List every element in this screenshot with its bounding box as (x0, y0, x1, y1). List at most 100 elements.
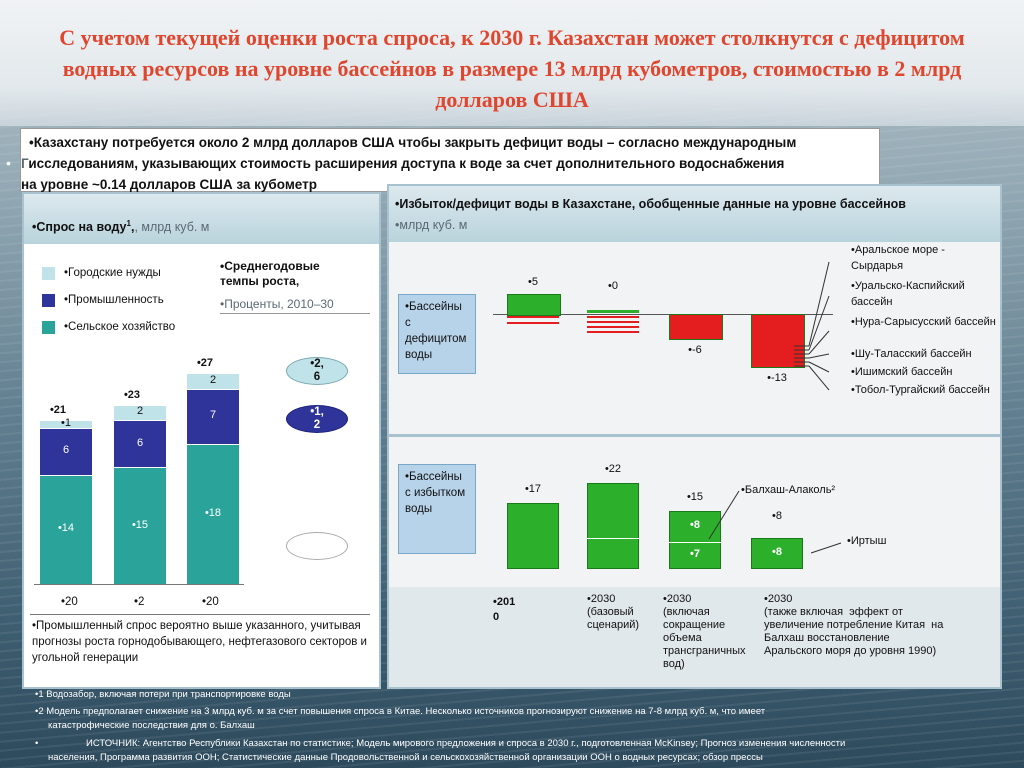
deficit-bar-0 (507, 294, 561, 316)
surplus-bar-0 (507, 502, 559, 569)
deficit-axis (493, 314, 833, 315)
basin-2: •Нура-Сарысусский бассейн (851, 316, 996, 328)
demand-label-urban-0: •1 (61, 417, 71, 430)
basin-connector-b-1 (808, 295, 830, 351)
demand-label-industry-1: 6 (136, 436, 144, 449)
annotation-irtysh: •Иртыш (847, 535, 887, 547)
category-2030-transboundary: •2030 (включая сокращение объема трансгр… (663, 593, 746, 670)
footnote-2: •2 Модель предполагает снижение на 3 млр… (35, 706, 766, 717)
basin-connector-b-3 (808, 353, 830, 359)
left-header: •Спрос на воду1,, млрд куб. м (32, 219, 210, 235)
callout-line-1: •Казахстану потребуется около 2 млрд дол… (29, 135, 797, 150)
growth-unit: •Проценты, 2010–30 (220, 297, 334, 311)
demand-label-industry-0: 6 (62, 444, 70, 457)
legend-swatch-industry (42, 294, 55, 307)
surplus-seg-2: •8 (772, 546, 782, 559)
callout-box: •Казахстану потребуется около 2 млрд дол… (20, 128, 880, 192)
demand-total-0: •21 (49, 404, 67, 417)
deficit-pos-stripe-1 (587, 310, 639, 313)
demand-label-urban-1: 2 (136, 405, 144, 418)
surplus-deficit-title: •Избыток/дефицит воды в Казахстане, обоб… (395, 197, 906, 211)
category-2010: •201 0 (493, 596, 516, 623)
surplus-panel: •Бассейны с избытком воды •17 •22 •15 •8 •8 •… (387, 435, 1002, 689)
deficit-label-3: •-13 (767, 372, 787, 384)
x-label-2010: •20 (61, 596, 78, 608)
growth-agriculture-ellipse (286, 532, 348, 560)
basin-4: •Ишимский бассейн (851, 366, 953, 378)
deficit-neg-stripe-b-0 (507, 322, 559, 324)
demand-label-agriculture-1: •15 (131, 518, 149, 531)
demand-total-2: •27 (196, 357, 214, 370)
demand-total-1: •23 (123, 388, 141, 401)
callout-line-3: на уровне ~0.14 долларов США за кубометр (21, 177, 317, 192)
deficit-group-label: •Бассейны с дефицитом воды (398, 294, 476, 374)
demand-bar-urban-2 (187, 373, 239, 389)
x-label-2020: •2 (134, 596, 145, 608)
demand-bar-industry-2 (187, 389, 239, 444)
basin-5: •Тобол-Тургайский бассейн (851, 384, 990, 396)
legend-urban: •Городские нужды (64, 267, 161, 279)
deficit-label-0: •5 (528, 276, 538, 288)
basin-connector-b-5 (808, 365, 830, 391)
callout-line-2: Гисследованиям, указывающих стоимость ра… (21, 156, 785, 171)
water-demand-panel: •Спрос на воду1,, млрд куб. м •Городские… (22, 192, 381, 689)
growth-divider (220, 313, 370, 314)
balkhash-connector (708, 490, 740, 540)
legend-swatch-agriculture (42, 321, 55, 334)
demand-bar-agriculture-0 (40, 474, 92, 584)
category-band (389, 587, 1000, 687)
deficit-stripe-1-1 (587, 321, 639, 323)
demand-bar-agriculture-1 (114, 467, 166, 584)
callout-stray-letter: Г (21, 156, 29, 171)
basin-connector-b-0 (808, 261, 830, 347)
growth-urban-ellipse: •2, 6 (286, 357, 348, 385)
surplus-seg-0: •8 (690, 519, 700, 532)
surplus-group-label: •Бассейны с избытком воды (398, 464, 476, 554)
basin-3: •Шу-Таласский бассейн (851, 348, 972, 360)
surplus-divider-2 (669, 541, 721, 543)
deficit-stripe-1-3 (587, 331, 639, 333)
deficit-label-1: •0 (608, 280, 618, 292)
deficit-label-2: •-6 (688, 344, 702, 356)
stray-bullet: • (6, 155, 11, 171)
irtysh-connector (810, 542, 842, 554)
source-line-2: населения, Программа развития ООН; Стати… (48, 752, 763, 763)
legend-industry: •Промышленность (64, 294, 164, 306)
surplus-seg-1: •7 (690, 548, 700, 561)
surplus-bar-3 (751, 537, 803, 569)
surplus-divider-1 (587, 537, 639, 539)
demand-label-urban-2: 2 (209, 374, 217, 387)
surplus-label-1: •22 (604, 463, 622, 476)
surplus-bar-1 (587, 483, 639, 569)
source-line: ИСТОЧНИК: Агентство Республики Казахстан… (86, 738, 846, 749)
industry-note: •Промышленный спрос вероятно выше указан… (32, 620, 367, 664)
left-header-band (24, 194, 379, 244)
surplus-label-0: •17 (524, 482, 542, 495)
demand-bar-industry-1 (114, 420, 166, 467)
basin-connector-b-4 (808, 361, 830, 373)
demand-label-industry-2: 7 (209, 409, 217, 422)
demand-bar-agriculture-2 (187, 443, 239, 584)
legend-agriculture: •Сельское хозяйство (64, 321, 176, 333)
growth-industry-ellipse: •1, 2 (286, 405, 348, 433)
surplus-label-2: •15 (686, 490, 704, 503)
legend-swatch-urban (42, 267, 55, 280)
deficit-bar-2 (669, 314, 723, 340)
x-label-2030: •20 (202, 596, 219, 608)
demand-axis (34, 584, 244, 585)
basin-0: •Аральское море - Сырдарья (851, 244, 945, 272)
note-divider (30, 614, 370, 615)
demand-bar-urban-1 (114, 404, 166, 421)
demand-bar-urban-0 (40, 420, 92, 428)
annotation-balkhash: •Балхаш-Алаколь² (741, 484, 836, 496)
demand-label-agriculture-2: •18 (204, 506, 222, 519)
footnote-1: •1 Водозабор, включая потери при транспо… (35, 689, 291, 700)
category-2030-china: •2030 (также включая эффект от увеличени… (764, 593, 944, 657)
deficit-stripe-1-0 (587, 316, 639, 318)
demand-label-agriculture-0: •14 (57, 522, 75, 535)
demand-bar-industry-0 (40, 428, 92, 475)
source-bullet: • (35, 738, 39, 749)
footnote-2-cont: катастрофические последствия для о. Балх… (48, 720, 255, 731)
surplus-bar-2 (669, 510, 721, 569)
